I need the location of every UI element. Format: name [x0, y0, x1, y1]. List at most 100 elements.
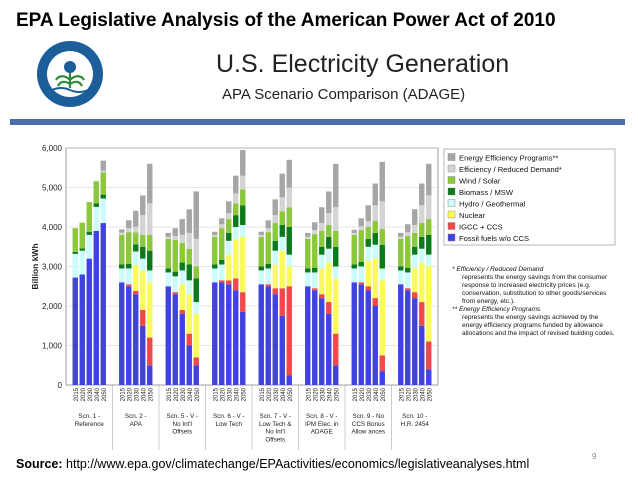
y-tick-label: 4,000 [42, 223, 63, 232]
bar-segment [219, 218, 225, 225]
year-tick-label: 2015 [167, 387, 173, 401]
bar-segment [319, 246, 325, 255]
y-tick-label: 0 [58, 381, 63, 390]
bar-segment [372, 258, 378, 299]
bar-segment [358, 284, 364, 385]
bar-segment [100, 198, 106, 224]
scenario-label: ADAGE [311, 429, 333, 436]
scenario-label: Scn. 10 - [402, 413, 427, 420]
year-tick-label: 2030 [227, 387, 233, 401]
bar-segment [412, 292, 418, 299]
legend-label: Nuclear [459, 211, 486, 220]
bar-segment [119, 232, 125, 235]
bar-segment [333, 266, 339, 279]
bar-segment [398, 236, 404, 239]
bar-segment [179, 270, 185, 285]
bar-segment [412, 225, 418, 233]
bar-segment [351, 232, 357, 235]
bar-segment [179, 262, 185, 271]
bar-segment [172, 236, 178, 241]
y-tick-label: 2,000 [42, 302, 63, 311]
year-tick-label: 2050 [148, 387, 154, 401]
source-url[interactable]: http://www.epa.gov/climatechange/EPAacti… [66, 457, 530, 471]
annotation-1-body: represents the energy savings from the c… [462, 274, 608, 306]
y-tick-label: 1,000 [42, 342, 63, 351]
year-tick-label: 2015 [260, 387, 266, 401]
bar-segment [365, 227, 371, 239]
chart-subtitle: APA Scenario Comparison (ADAGE) [222, 86, 466, 103]
bar-segment [226, 201, 232, 214]
year-tick-label: 2040 [327, 387, 333, 401]
bar-segment [186, 248, 192, 265]
year-tick-label: 2020 [267, 387, 273, 401]
bar-segment [179, 242, 185, 263]
bar-segment [326, 236, 332, 249]
bar-segment [272, 215, 278, 224]
year-tick-label: 2050 [102, 387, 108, 401]
bar-segment [212, 236, 218, 265]
title-banner [10, 119, 625, 125]
scenario-label: Scn. 2 - [125, 413, 147, 420]
year-tick-label: 2040 [188, 387, 194, 401]
bar-segment [379, 161, 385, 202]
legend-label: Biomass / MSW [459, 188, 514, 197]
bar-segment [233, 278, 239, 291]
bar-segment [86, 202, 92, 232]
bar-segment [93, 230, 99, 385]
bar-segment [279, 250, 285, 289]
year-tick-label: 2030 [367, 387, 373, 401]
bar-segment [312, 230, 318, 235]
bar-segment [379, 244, 385, 269]
bar-segment [119, 282, 125, 385]
bar-segment [333, 230, 339, 247]
slide-title: EPA Legislative Analysis of the American… [16, 10, 556, 31]
bar-segment [233, 203, 239, 216]
bar-segment [240, 149, 246, 176]
year-tick-label: 2020 [127, 387, 133, 401]
bar-segment [419, 236, 425, 249]
bar-segment [358, 218, 364, 227]
bar-segment [179, 284, 185, 310]
bar-segment [279, 236, 285, 251]
bar-segment [147, 282, 153, 338]
page-number: 9 [592, 452, 597, 461]
bar-segment [419, 325, 425, 385]
bar-segment [326, 262, 332, 303]
bar-segment [333, 278, 339, 334]
year-tick-label: 2040 [281, 387, 287, 401]
bar-segment [365, 290, 371, 385]
bar-segment [372, 306, 378, 385]
bar-segment [312, 272, 318, 289]
bar-segment [426, 219, 432, 235]
bar-segment [126, 220, 132, 229]
bar-segment [119, 229, 125, 233]
year-tick-label: 2040 [95, 387, 101, 401]
bar-segment [258, 231, 264, 235]
bar-segment [72, 253, 78, 278]
year-tick-label: 2040 [141, 387, 147, 401]
bar-segment [286, 159, 292, 188]
bar-segment [365, 260, 371, 287]
year-tick-label: 2050 [381, 387, 387, 401]
bar-segment [179, 234, 185, 243]
bar-segment [326, 191, 332, 214]
year-tick-label: 2030 [320, 387, 326, 401]
bar-segment [312, 267, 318, 273]
bar-segment [398, 284, 404, 385]
bar-segment [179, 309, 185, 314]
annotation-1-head: * Efficiency / Reduced Demand [452, 266, 544, 273]
bar-segment [426, 369, 432, 385]
bar-segment [358, 261, 364, 267]
bar-segment [358, 226, 364, 231]
bar-segment [119, 234, 125, 265]
legend-swatch [447, 187, 456, 196]
legend-label: Hydro / Geothermal [459, 199, 526, 208]
bar-segment [119, 264, 125, 269]
legend-label: Efficiency / Reduced Demand* [459, 165, 562, 174]
bar-segment [379, 371, 385, 385]
bar-segment [179, 219, 185, 235]
bar-segment [326, 248, 332, 263]
bar-segment [193, 191, 199, 239]
bar-segment [93, 181, 99, 204]
bar-segment [233, 193, 239, 204]
